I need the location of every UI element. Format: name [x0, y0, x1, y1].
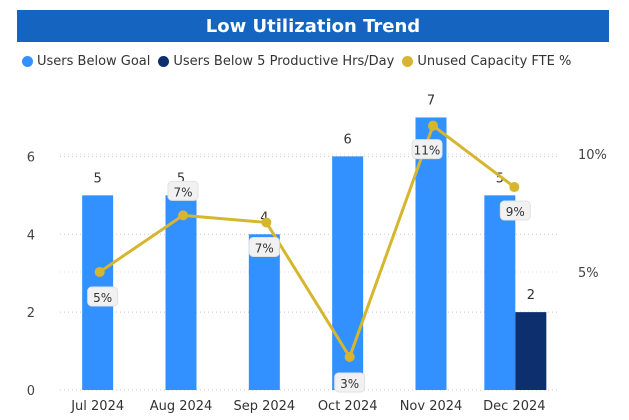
point-unused-capacity: [344, 351, 355, 362]
y-left-tick-label: 2: [27, 306, 35, 321]
point-unused-capacity: [261, 217, 272, 228]
pct-label-unused-capacity: 7%: [173, 185, 192, 199]
legend-label-users-below-5-hrs: Users Below 5 Productive Hrs/Day: [173, 53, 395, 69]
pct-label-box: [248, 236, 280, 257]
chart-title: Low Utilization Trend: [205, 15, 421, 37]
bar-users-below-goal: [248, 234, 280, 390]
legend-item-unused-capacity[interactable]: Unused Capacity FTE %: [402, 54, 571, 69]
point-unused-capacity: [94, 267, 105, 277]
y-right-tick-label: 10%: [578, 148, 607, 163]
legend-swatch-unused-capacity: [402, 55, 414, 67]
bar-label-users-below-goal: 7: [427, 93, 435, 108]
bar-label-users-below-goal: 4: [260, 210, 268, 225]
bar-label-users-below-5-hrs: 2: [527, 288, 535, 303]
pct-label-box: [499, 200, 531, 221]
pct-label-unused-capacity: 5%: [93, 291, 112, 305]
pct-label-box: [87, 286, 119, 307]
x-axis-category-label: Nov 2024: [400, 399, 463, 414]
chart-title-bar: Low Utilization Trend: [17, 10, 609, 42]
legend-label-users-below-goal: Users Below Goal: [37, 53, 151, 69]
bar-label-users-below-goal: 5: [94, 171, 102, 186]
y-left-tick-label: 4: [27, 228, 35, 243]
x-axis-category-label: Oct 2024: [318, 399, 378, 414]
bar-users-below-5-hrs: [515, 312, 547, 390]
bar-users-below-goal: [165, 195, 197, 390]
x-axis-category-label: Sep 2024: [233, 399, 295, 414]
legend-item-users-below-5-hrs[interactable]: Users Below 5 Productive Hrs/Day: [158, 54, 394, 69]
point-unused-capacity: [428, 120, 438, 131]
pct-label-unused-capacity: 9%: [506, 205, 525, 219]
point-unused-capacity: [509, 182, 520, 193]
y-left-tick-label: 6: [27, 150, 35, 165]
x-axis-category-label: Jul 2024: [70, 399, 124, 414]
legend-item-users-below-goal[interactable]: Users Below Goal: [22, 54, 150, 69]
pct-label-box: [167, 180, 199, 201]
pct-label-unused-capacity: 11%: [414, 144, 441, 158]
pct-label-box: [411, 139, 443, 160]
y-left-tick-label: 0: [27, 384, 35, 399]
pct-label-unused-capacity: 3%: [340, 377, 359, 391]
x-axis-category-label: Dec 2024: [483, 399, 545, 414]
bar-label-users-below-goal: 5: [496, 171, 504, 186]
line-unused-capacity: [98, 124, 516, 359]
pct-label-box: [334, 372, 366, 393]
y-right-tick-label: 5%: [578, 266, 599, 281]
chart-legend: Users Below Goal Users Below 5 Productiv…: [22, 52, 579, 70]
bar-label-users-below-goal: 5: [177, 171, 185, 186]
point-unused-capacity: [178, 210, 188, 221]
x-axis-category-label: Aug 2024: [150, 399, 213, 414]
legend-swatch-users-below-5-hrs: [158, 55, 170, 67]
pct-label-unused-capacity: 7%: [255, 241, 274, 255]
legend-label-unused-capacity: Unused Capacity FTE %: [417, 53, 572, 69]
bar-label-users-below-goal: 6: [344, 132, 352, 147]
bar-users-below-goal: [484, 195, 516, 390]
legend-swatch-users-below-goal: [22, 55, 33, 67]
